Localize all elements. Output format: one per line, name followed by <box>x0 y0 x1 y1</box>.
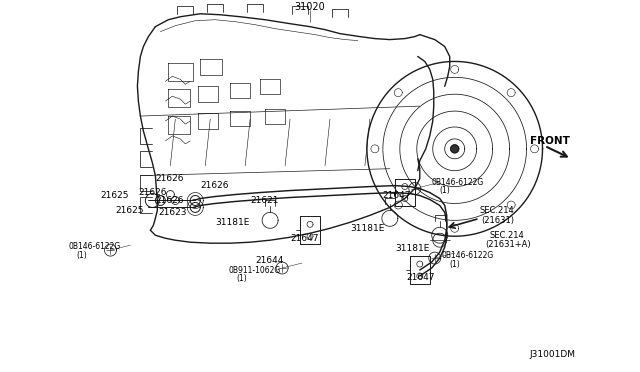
Text: 0B146-6122G: 0B146-6122G <box>432 178 484 187</box>
Text: (21631): (21631) <box>482 216 515 225</box>
Text: (1): (1) <box>236 275 247 283</box>
Text: 21625: 21625 <box>115 206 144 215</box>
Text: 21626: 21626 <box>156 196 184 205</box>
Text: 21644: 21644 <box>255 256 284 264</box>
Text: 21626: 21626 <box>138 188 167 197</box>
Text: 31181E: 31181E <box>350 224 384 233</box>
Text: 21621: 21621 <box>250 196 278 205</box>
Text: 21647: 21647 <box>407 273 435 282</box>
Text: 31020: 31020 <box>294 2 325 12</box>
Text: 21626: 21626 <box>200 181 228 190</box>
Text: J31001DM: J31001DM <box>529 350 575 359</box>
Text: 0B911-1062G: 0B911-1062G <box>228 266 280 275</box>
Text: (1): (1) <box>77 251 87 260</box>
Text: 21647: 21647 <box>382 191 410 200</box>
Text: 21647: 21647 <box>290 234 319 243</box>
Text: (1): (1) <box>440 186 451 195</box>
Text: 21625: 21625 <box>100 191 129 200</box>
Text: (1): (1) <box>450 260 460 269</box>
Polygon shape <box>451 145 459 153</box>
Text: 21626: 21626 <box>156 174 184 183</box>
Text: 31181E: 31181E <box>395 244 429 253</box>
Text: FRONT: FRONT <box>529 136 570 146</box>
Text: SEC.214: SEC.214 <box>490 231 524 240</box>
Text: 0B146-6122G: 0B146-6122G <box>68 242 121 251</box>
Text: (21631+A): (21631+A) <box>486 240 531 248</box>
Text: 21623: 21623 <box>158 208 187 217</box>
Text: 31181E: 31181E <box>215 218 250 227</box>
Text: 0B146-6122G: 0B146-6122G <box>442 251 494 260</box>
Text: SEC.214: SEC.214 <box>479 206 515 215</box>
